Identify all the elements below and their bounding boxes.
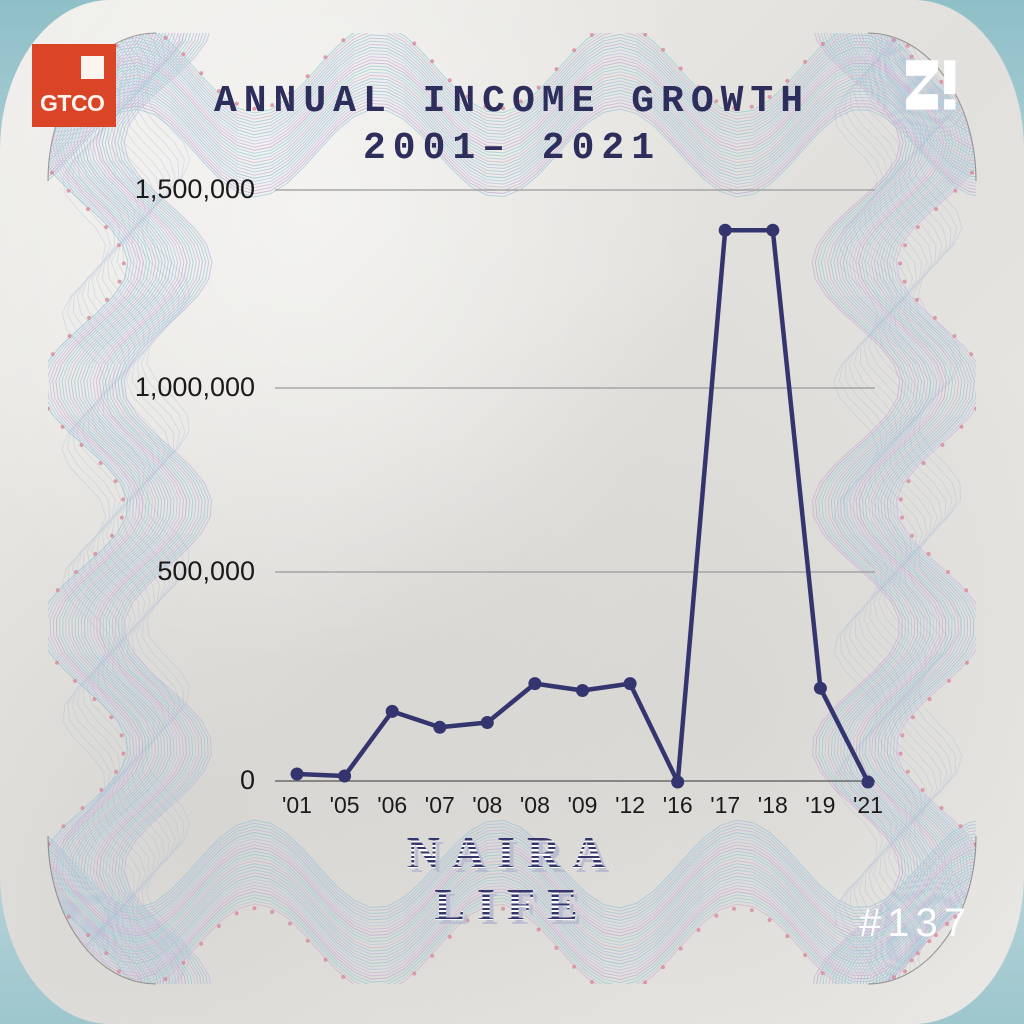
svg-text:'08: '08 (472, 792, 502, 818)
svg-text:'18: '18 (758, 792, 788, 818)
svg-text:1,000,000: 1,000,000 (135, 372, 255, 402)
svg-text:'12: '12 (615, 792, 645, 818)
svg-text:'17: '17 (710, 792, 740, 818)
svg-text:'19: '19 (805, 792, 835, 818)
svg-text:'01: '01 (282, 792, 312, 818)
svg-text:'08: '08 (520, 792, 550, 818)
svg-text:0: 0 (240, 765, 255, 795)
svg-text:'09: '09 (568, 792, 598, 818)
svg-text:1,500,000: 1,500,000 (135, 174, 255, 204)
svg-text:'07: '07 (425, 792, 455, 818)
svg-text:500,000: 500,000 (157, 556, 255, 586)
svg-text:'05: '05 (330, 792, 360, 818)
svg-text:'16: '16 (663, 792, 693, 818)
svg-text:'06: '06 (377, 792, 407, 818)
svg-text:'21: '21 (853, 792, 883, 818)
